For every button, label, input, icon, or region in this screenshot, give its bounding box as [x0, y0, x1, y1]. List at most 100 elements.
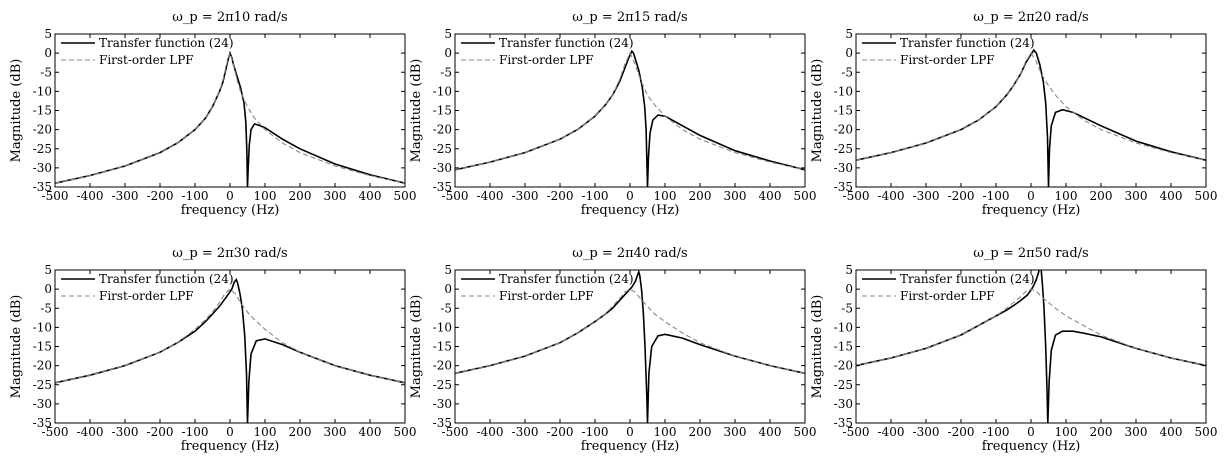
y-tick-label: -30 — [433, 161, 452, 175]
legend: Transfer function (24) First-order LPF — [862, 272, 1035, 303]
x-axis-label: frequency (Hz) — [181, 203, 280, 218]
x-tick-label: 0 — [226, 425, 234, 439]
series-line-first-order-lpf — [856, 52, 1206, 161]
x-tick-label: -200 — [547, 425, 574, 439]
x-tick-label: -100 — [182, 425, 209, 439]
y-tick-label: 0 — [44, 46, 52, 60]
x-tick-label: -100 — [582, 189, 609, 203]
y-tick-label: -35 — [433, 416, 452, 430]
y-tick-label: -10 — [433, 84, 452, 98]
chart-panel-5: ω_p = 2π40 rad/s-500 -400 -300 -200 -100 0 100… — [409, 246, 816, 454]
y-tick-label: -20 — [834, 359, 853, 373]
x-tick-label: -500 — [843, 425, 870, 439]
y-tick-label: -5 — [440, 301, 452, 315]
x-tick-label: 100 — [254, 425, 277, 439]
x-tick-label: 500 — [394, 425, 417, 439]
y-tick-label: -20 — [433, 359, 452, 373]
legend: Transfer function (24) First-order LPF — [461, 272, 634, 303]
y-tick-label: -30 — [834, 397, 853, 411]
y-tick-label: -35 — [33, 416, 52, 430]
legend-label: First-order LPF — [900, 289, 995, 303]
y-tick-label: -25 — [834, 142, 853, 156]
chart-title: ω_p = 2π15 rad/s — [572, 10, 687, 25]
legend-label: First-order LPF — [499, 53, 594, 67]
x-tick-label: -500 — [442, 189, 469, 203]
x-tick-label: 300 — [324, 189, 347, 203]
x-tick-label: 100 — [1055, 189, 1078, 203]
x-tick-label: 0 — [626, 189, 634, 203]
x-tick-label: 300 — [724, 425, 747, 439]
chart-panel-2: ω_p = 2π15 rad/s-500 -400 -300 -200 -100 0 100… — [409, 10, 816, 218]
y-tick-label: -25 — [33, 142, 52, 156]
x-tick-label: -400 — [477, 189, 504, 203]
y-tick-label: -25 — [433, 142, 452, 156]
x-tick-label: 400 — [1160, 425, 1183, 439]
y-tick-label: 0 — [44, 282, 52, 296]
y-tick-label: -30 — [433, 397, 452, 411]
x-tick-label: -300 — [512, 425, 539, 439]
x-tick-label: 300 — [724, 189, 747, 203]
y-tick-label: -25 — [33, 378, 52, 392]
y-tick-label: 0 — [444, 46, 452, 60]
x-tick-label: 400 — [359, 189, 382, 203]
x-tick-label: -400 — [77, 189, 104, 203]
x-tick-label: 200 — [689, 189, 712, 203]
y-tick-label: 5 — [845, 27, 853, 41]
x-tick-label: -400 — [878, 189, 905, 203]
y-tick-label: -10 — [834, 320, 853, 334]
y-tick-label: -10 — [33, 320, 52, 334]
y-tick-label: -15 — [433, 104, 452, 118]
x-tick-label: -300 — [913, 189, 940, 203]
x-tick-label: -500 — [843, 189, 870, 203]
chart-panel-6: ω_p = 2π50 rad/s-500 -400 -300 -200 -100 0 100… — [810, 246, 1217, 454]
x-tick-label: 100 — [1055, 425, 1078, 439]
y-tick-label: -15 — [834, 340, 853, 354]
y-axis-label: Magnitude (dB) — [810, 59, 825, 163]
x-tick-label: -200 — [948, 189, 975, 203]
x-tick-label: 500 — [794, 425, 817, 439]
x-tick-label: -300 — [512, 189, 539, 203]
x-axis-label: frequency (Hz) — [581, 203, 680, 218]
x-tick-label: 300 — [1125, 189, 1148, 203]
x-tick-label: -400 — [77, 425, 104, 439]
chart-title: ω_p = 2π10 rad/s — [172, 10, 287, 25]
series-line-transfer-function — [55, 278, 405, 423]
y-tick-label: -20 — [834, 123, 853, 137]
series-line-first-order-lpf — [55, 288, 405, 384]
y-tick-label: -5 — [40, 301, 52, 315]
series-line-first-order-lpf — [455, 51, 805, 171]
x-tick-label: 200 — [1090, 425, 1113, 439]
series-line-first-order-lpf — [856, 288, 1206, 367]
legend: Transfer function (24) First-order LPF — [61, 36, 234, 67]
x-tick-label: -100 — [983, 425, 1010, 439]
chart-panel-4: ω_p = 2π30 rad/s-500 -400 -300 -200 -100 0 100… — [9, 246, 416, 454]
y-tick-label: 0 — [845, 46, 853, 60]
legend-label: Transfer function (24) — [900, 36, 1035, 50]
x-tick-label: -300 — [112, 425, 139, 439]
x-tick-label: 0 — [626, 425, 634, 439]
x-tick-label: -100 — [983, 189, 1010, 203]
legend-label: Transfer function (24) — [99, 36, 234, 50]
x-tick-label: -500 — [42, 189, 69, 203]
y-tick-label: -5 — [841, 65, 853, 79]
y-tick-label: -10 — [433, 320, 452, 334]
x-tick-label: 100 — [654, 189, 677, 203]
x-tick-label: -200 — [948, 425, 975, 439]
y-tick-label: -35 — [834, 180, 853, 194]
y-tick-label: -15 — [834, 104, 853, 118]
x-tick-label: -300 — [913, 425, 940, 439]
series-line-transfer-function — [55, 50, 405, 187]
x-tick-label: 200 — [1090, 189, 1113, 203]
chart-title: ω_p = 2π50 rad/s — [973, 246, 1088, 261]
x-tick-label: 100 — [254, 189, 277, 203]
x-tick-label: 200 — [289, 189, 312, 203]
x-tick-label: -200 — [147, 425, 174, 439]
x-axis-label: frequency (Hz) — [581, 439, 680, 454]
y-tick-label: -35 — [433, 180, 452, 194]
x-tick-label: 200 — [689, 425, 712, 439]
x-tick-label: 300 — [324, 425, 347, 439]
y-tick-label: -5 — [841, 301, 853, 315]
x-tick-label: 500 — [394, 189, 417, 203]
y-axis-label: Magnitude (dB) — [9, 59, 24, 163]
